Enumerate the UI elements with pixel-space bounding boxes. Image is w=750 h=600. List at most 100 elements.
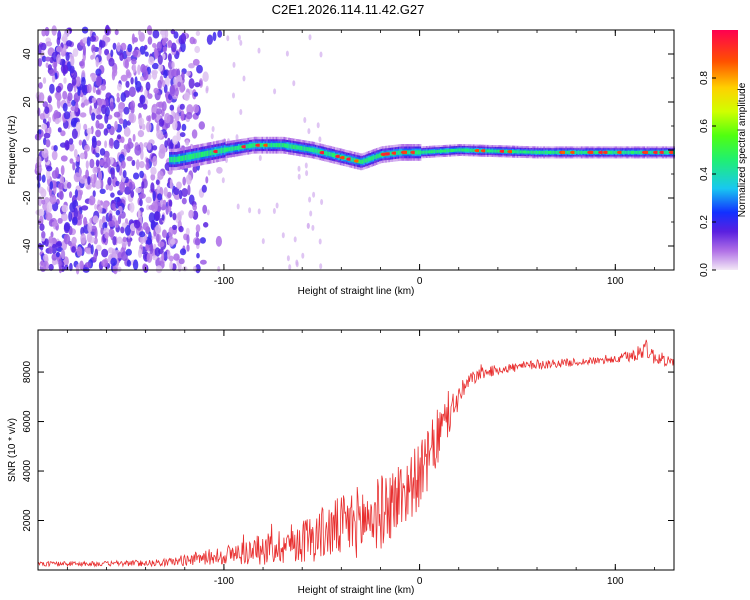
noise-cell — [169, 104, 175, 111]
signal-cell — [651, 150, 654, 154]
noise-cell — [132, 50, 139, 58]
signal-cell — [667, 150, 669, 154]
noise-cell — [216, 166, 223, 174]
noise-cell — [305, 170, 309, 177]
noise-cell — [152, 255, 158, 261]
signal-cell — [297, 145, 300, 150]
x-tick-label: 100 — [607, 276, 624, 287]
noise-cell — [202, 71, 209, 82]
noise-cell — [142, 222, 149, 231]
noise-cell — [110, 231, 114, 241]
noise-cell — [60, 249, 66, 260]
noise-cell — [53, 145, 58, 152]
noise-cell — [98, 219, 103, 229]
signal-peak — [255, 143, 262, 147]
snr-series-line — [37, 339, 674, 568]
noise-cell — [162, 38, 167, 46]
noise-cell — [83, 99, 90, 106]
signal-cell — [173, 156, 176, 163]
noise-cell — [308, 196, 312, 203]
signal-cell — [272, 143, 275, 148]
signal-cell — [311, 147, 314, 152]
noise-cell — [169, 255, 174, 262]
noise-cell — [171, 61, 175, 69]
signal-cell — [436, 149, 439, 153]
signal-cell — [350, 157, 353, 162]
signal-cell — [635, 150, 638, 154]
noise-cell — [95, 129, 101, 138]
noise-cell — [51, 170, 59, 179]
noise-cell — [196, 252, 200, 259]
signal-cell — [333, 153, 336, 158]
signal-peak — [602, 150, 609, 154]
noise-cell — [156, 129, 164, 140]
noise-cell — [108, 213, 113, 222]
noise-cell — [178, 225, 184, 233]
signal-cell — [450, 149, 453, 152]
noise-cell — [164, 29, 169, 39]
noise-cell — [181, 197, 187, 205]
signal-cell — [288, 144, 290, 149]
signal-cell — [465, 148, 467, 152]
noise-cell — [75, 156, 81, 163]
noise-cell — [42, 77, 47, 84]
noise-cell — [73, 148, 78, 159]
noise-cell — [91, 137, 97, 149]
noise-cell — [179, 132, 186, 138]
signal-cell — [548, 150, 550, 154]
noise-cell — [164, 112, 171, 124]
noise-cell — [171, 42, 177, 53]
noise-cell — [85, 247, 93, 254]
noise-cell — [71, 246, 76, 253]
noise-cell — [83, 123, 88, 131]
noise-cell — [45, 212, 53, 221]
signal-cell — [555, 150, 558, 154]
noise-cell — [156, 233, 160, 243]
signal-cell — [594, 150, 597, 154]
signal-cell — [223, 147, 226, 153]
signal-cell — [449, 149, 452, 153]
signal-cell — [294, 145, 297, 150]
signal-cell — [234, 146, 237, 151]
signal-cell — [463, 148, 466, 152]
noise-cell — [147, 93, 153, 99]
noise-cell — [173, 253, 180, 261]
noise-cell — [138, 117, 145, 126]
noise-cell — [138, 193, 146, 199]
signal-cell — [526, 150, 528, 154]
noise-cell — [171, 224, 178, 230]
noise-cell — [297, 165, 301, 172]
signal-cell — [250, 143, 253, 148]
noise-cell — [207, 169, 211, 176]
signal-cell — [466, 148, 469, 152]
noise-cell — [180, 33, 187, 44]
noise-cell — [292, 80, 296, 87]
noise-cell — [115, 180, 120, 187]
signal-cell — [527, 150, 530, 154]
noise-cell — [203, 222, 209, 228]
noise-cell — [179, 248, 187, 256]
signal-cell — [491, 149, 494, 153]
signal-cell — [494, 149, 497, 153]
signal-cell — [486, 149, 489, 153]
signal-cell — [274, 143, 276, 148]
noise-cell — [80, 233, 87, 245]
signal-cell — [378, 153, 381, 158]
noise-cell — [235, 134, 239, 141]
signal-cell — [454, 148, 456, 152]
noise-cell — [124, 59, 129, 69]
noise-cell — [128, 86, 136, 98]
noise-cell — [176, 181, 182, 190]
noise-cell — [146, 252, 153, 263]
signal-cell — [441, 149, 444, 153]
noise-cell — [138, 248, 143, 259]
signal-cell — [299, 145, 301, 150]
signal-cell — [568, 150, 571, 154]
noise-cell — [181, 188, 189, 197]
signal-peak — [598, 150, 605, 154]
signal-cell — [364, 158, 367, 163]
noise-cell — [237, 34, 241, 41]
noise-cell — [131, 58, 137, 65]
noise-cell — [145, 239, 152, 245]
signal-cell — [375, 154, 378, 159]
